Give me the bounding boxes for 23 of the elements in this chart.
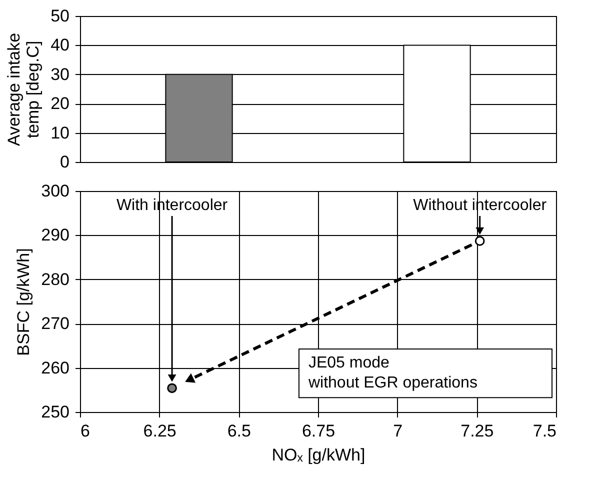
y-tick-label: 280	[41, 270, 70, 289]
x-tick-label: 6	[80, 422, 90, 440]
x-axis-title: NOₓ [g/kWh]	[272, 446, 366, 464]
y-tick-label: 20	[50, 94, 70, 114]
y-tick-label: 270	[41, 314, 70, 334]
y-tick-label: 0	[60, 152, 70, 172]
y-tick-label: 40	[50, 36, 70, 55]
y-tick-label: 50	[50, 6, 70, 26]
x-tick-label: 7.25	[460, 422, 494, 440]
x-tick-label: 7.5	[532, 422, 556, 440]
y-tick-label: 290	[41, 226, 70, 245]
y-tick-label: 250	[41, 402, 70, 422]
y-tick-label: 260	[41, 358, 70, 378]
y-tick-label: 30	[50, 64, 70, 84]
x-tick-label: 6.25	[143, 422, 176, 440]
x-tick-label: 6.5	[227, 422, 251, 440]
y-axis-title: Average intake temp [deg.C]	[4, 32, 43, 146]
y-tick-label: 300	[41, 182, 70, 200]
y-tick-label: 10	[50, 123, 70, 142]
y-axis-title: BSFC [g/kWh]	[14, 248, 34, 356]
x-tick-label: 6.75	[302, 422, 336, 440]
x-tick-label: 7	[393, 422, 403, 440]
annotation: JE05 mode without EGR operations	[307, 354, 478, 392]
